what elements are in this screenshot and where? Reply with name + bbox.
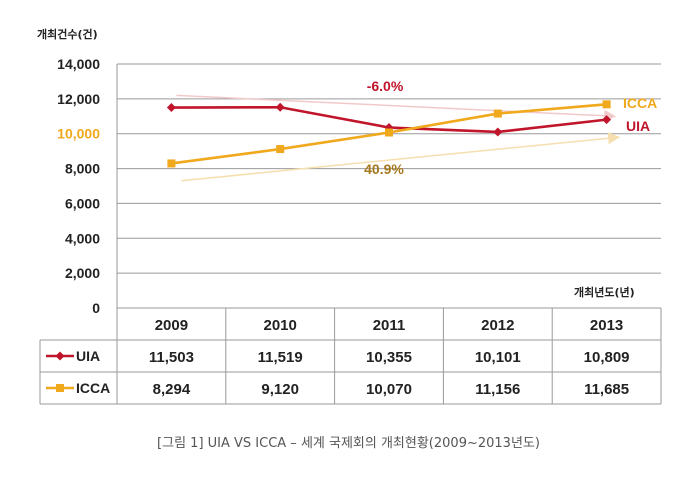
table-cell-value: 10,070 <box>366 381 412 398</box>
trend-arrows <box>176 94 621 182</box>
data-point-uia <box>493 127 503 137</box>
table-cell-value: 10,809 <box>584 349 630 366</box>
legend-marker-uia <box>55 351 65 361</box>
x-tick-label: 2010 <box>264 317 297 334</box>
data-point-uia <box>602 115 612 125</box>
y-tick-labels: 0 2,000 4,000 6,000 8,000 10,000 12,000 14,000 <box>57 56 100 316</box>
data-point-icca <box>276 145 285 154</box>
table-cell-value: 10,355 <box>366 349 412 366</box>
y-axis-title: 개최건수(건) <box>37 28 98 41</box>
uia-change-label: -6.0% <box>367 78 404 94</box>
data-point-icca <box>493 109 502 118</box>
annotations: -6.0% 40.9% ICCA UIA <box>364 78 657 177</box>
figure-caption: [그림 1] UIA VS ICCA – 세계 국제회의 개최현황(2009~2… <box>157 436 540 451</box>
data-point-uia <box>166 103 176 113</box>
gridlines <box>116 63 661 309</box>
y-tick-label: 10,000 <box>57 126 100 142</box>
icca-trend-arrow <box>181 132 621 182</box>
uia-end-label: UIA <box>626 118 650 134</box>
y-tick-label: 8,000 <box>65 161 100 177</box>
series-markers <box>166 100 612 168</box>
x-tick-label: 2009 <box>155 317 188 334</box>
y-tick-label: 12,000 <box>57 91 100 107</box>
x-tick-label: 2012 <box>481 317 514 334</box>
table-cell-value: 10,101 <box>475 349 521 366</box>
table-cell-value: 9,120 <box>261 381 299 398</box>
legend-marker-icca <box>56 384 64 392</box>
x-tick-label: 2013 <box>590 317 623 334</box>
data-point-icca <box>602 100 611 109</box>
x-tick-label: 2011 <box>373 317 406 334</box>
table-cell-value: 11,156 <box>475 381 520 398</box>
uia-trend-arrow <box>176 94 617 122</box>
y-tick-label: 0 <box>92 300 100 316</box>
data-table: 2009 2010 2011 2012 2013 UIA 11,503 11,519 10,35… <box>39 307 662 405</box>
legend-label-icca: ICCA <box>76 380 110 396</box>
table-cell-value: 11,685 <box>584 381 629 398</box>
table-cell-value: 11,503 <box>149 349 194 366</box>
table-cell-value: 11,519 <box>258 349 303 366</box>
y-tick-label: 4,000 <box>65 230 100 246</box>
x-axis-title: 개최년도(년) <box>574 286 635 299</box>
y-tick-label: 14,000 <box>57 56 100 72</box>
y-tick-label: 6,000 <box>65 195 100 211</box>
data-point-uia <box>275 102 285 112</box>
y-tick-label: 2,000 <box>65 265 100 281</box>
icca-change-label: 40.9% <box>364 161 404 177</box>
legend-label-uia: UIA <box>76 348 100 364</box>
data-point-icca <box>385 128 393 137</box>
data-point-icca <box>167 159 176 168</box>
icca-end-label: ICCA <box>623 95 657 111</box>
table-cell-value: 8,294 <box>153 381 191 398</box>
